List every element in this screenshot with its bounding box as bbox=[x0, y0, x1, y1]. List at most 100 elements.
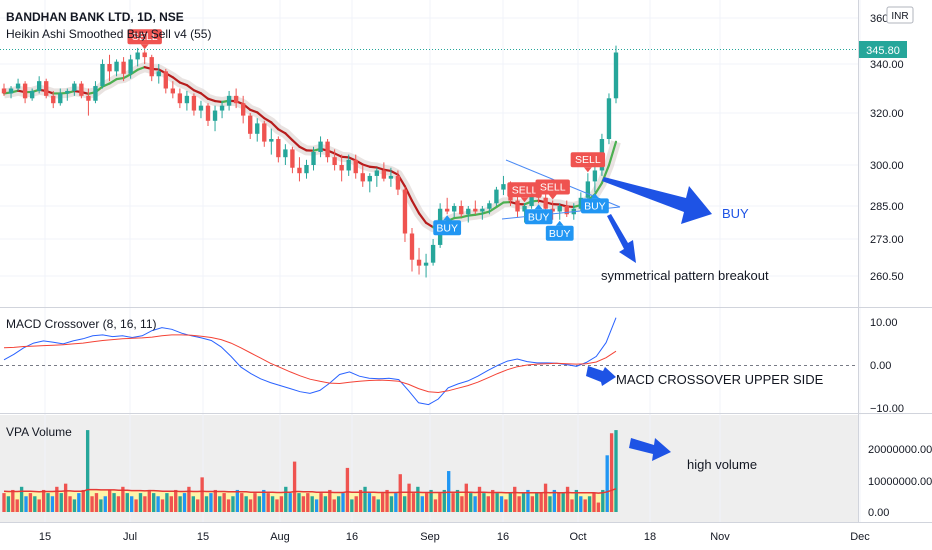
candles bbox=[1, 45, 619, 278]
ha-smooth-segment-36 bbox=[249, 108, 259, 114]
ha-smooth-segment-26 bbox=[178, 81, 188, 87]
volume-bar-44 bbox=[196, 499, 200, 512]
candle-body-69 bbox=[487, 203, 492, 209]
macd-series-signal bbox=[3, 334, 617, 394]
volume-bar-73 bbox=[323, 496, 328, 512]
volume-bar-133 bbox=[587, 496, 592, 512]
macd-title[interactable]: MACD Crossover (8, 16, 11) bbox=[6, 317, 157, 331]
volume-bar-46 bbox=[204, 496, 209, 512]
signal-label-pointer-2 bbox=[520, 197, 529, 203]
candle-body-60 bbox=[423, 262, 429, 266]
signal-label-box-7 bbox=[580, 198, 609, 214]
macd-tick-0: 10.00 bbox=[870, 317, 898, 329]
volume-bar-70 bbox=[310, 496, 314, 512]
ha-smooth-segment-18 bbox=[122, 73, 132, 80]
candle-body-86 bbox=[606, 98, 612, 139]
volume-bar-113 bbox=[499, 496, 504, 512]
signal-label-pointer-1 bbox=[443, 215, 452, 221]
candle-body-38 bbox=[269, 139, 274, 142]
price-tick-3: 300.00 bbox=[870, 160, 904, 172]
volume-bar-40 bbox=[178, 496, 182, 512]
last-price-tag-box bbox=[859, 41, 907, 58]
volume-bar-121 bbox=[535, 493, 539, 512]
volume-bar-23 bbox=[103, 496, 107, 512]
ha-smooth-segment-85 bbox=[593, 181, 604, 196]
volume-bar-54 bbox=[240, 493, 244, 512]
volume-bar-30 bbox=[134, 499, 138, 512]
signal-label-box-1 bbox=[433, 220, 462, 236]
candle-body-25 bbox=[177, 93, 183, 104]
volume-bar-92 bbox=[407, 483, 411, 512]
signal-label-box-0 bbox=[127, 29, 162, 45]
volume-bar-93 bbox=[411, 493, 416, 512]
volume-bar-65 bbox=[288, 493, 292, 512]
ha-smooth-segment-28 bbox=[192, 89, 203, 95]
signal-label-pointer-4 bbox=[583, 167, 592, 173]
ha-smooth-segment-29 bbox=[199, 92, 210, 100]
ha-smooth-segment-71 bbox=[495, 201, 505, 209]
volume-bar-76 bbox=[336, 496, 341, 512]
volume-bar-112 bbox=[495, 493, 499, 512]
macd-pane[interactable]: MACD CROSSOVER UPPER SIDE bbox=[0, 317, 858, 406]
candle-body-46 bbox=[325, 141, 330, 158]
currency-badge[interactable]: INR bbox=[886, 6, 914, 24]
volume-title[interactable]: VPA Volume bbox=[6, 425, 72, 439]
candle-body-24 bbox=[170, 88, 176, 94]
volume-bar-57 bbox=[253, 493, 257, 512]
price-tick-6: 260.50 bbox=[870, 271, 904, 283]
signal-label-pointer-6 bbox=[555, 220, 564, 226]
volume-bar-87 bbox=[385, 489, 389, 512]
candle-body-41 bbox=[290, 149, 295, 168]
volume-bar-82 bbox=[363, 486, 367, 512]
volume-bar-35 bbox=[156, 496, 160, 512]
volume-bar-1 bbox=[6, 496, 11, 512]
time-tick-4: 16 bbox=[346, 531, 358, 543]
volume-bar-124 bbox=[548, 496, 552, 512]
volume-bar-131 bbox=[579, 496, 583, 512]
volume-bar-18 bbox=[81, 489, 85, 512]
volume-bar-99 bbox=[438, 493, 442, 512]
candle-body-28 bbox=[198, 105, 204, 111]
symbol-title[interactable]: BANDHAN BANK LTD, 1D, NSE bbox=[6, 10, 184, 24]
candle-body-77 bbox=[543, 197, 548, 209]
volume-bar-132 bbox=[583, 499, 587, 512]
ha-smooth-segment-15 bbox=[101, 82, 111, 88]
volume-bar-58 bbox=[257, 496, 262, 512]
ha-smooth-segment-70 bbox=[488, 206, 498, 213]
volume-bar-41 bbox=[182, 493, 187, 512]
time-tick-1: Jul bbox=[123, 531, 137, 543]
ha-smooth-segment-60 bbox=[417, 212, 428, 224]
candle-body-44 bbox=[311, 152, 316, 165]
indicator-title[interactable]: Heikin Ashi Smoothed Buy Sell v4 (55) bbox=[6, 27, 211, 41]
volume-bar-71 bbox=[314, 499, 319, 512]
volume-bar-126 bbox=[557, 493, 561, 512]
candle-body-52 bbox=[367, 175, 372, 182]
currency-label: INR bbox=[891, 11, 908, 22]
volume-bar-4 bbox=[19, 486, 24, 512]
volume-bar-56 bbox=[248, 499, 253, 512]
volume-bar-59 bbox=[262, 489, 266, 512]
candle-body-70 bbox=[494, 189, 499, 204]
volume-bar-103 bbox=[455, 489, 460, 512]
volume-pane[interactable]: high volume bbox=[2, 430, 757, 512]
time-axis[interactable]: 15 Jul 15 Aug 16 Sep 16 Oct 18 Nov Dec bbox=[39, 531, 870, 543]
time-tick-0: 15 bbox=[39, 531, 51, 543]
signal-label-box-6 bbox=[545, 225, 574, 241]
volume-bar-81 bbox=[358, 489, 363, 512]
candle-body-37 bbox=[262, 123, 267, 142]
candle-body-39 bbox=[276, 139, 281, 158]
price-axis[interactable]: 360 340.00 320.00 300.00 285.00 273.00 260.50 1… bbox=[868, 13, 932, 519]
candle-body-31 bbox=[219, 105, 225, 111]
last-price-label: 345.80 bbox=[866, 45, 900, 57]
candle-body-12 bbox=[86, 95, 91, 101]
volume-bar-116 bbox=[513, 486, 517, 512]
volume-bar-39 bbox=[174, 489, 178, 512]
volume-bar-2 bbox=[11, 489, 15, 512]
ha-smooth-segment-38 bbox=[263, 117, 273, 124]
volume-bar-31 bbox=[138, 493, 143, 512]
candle-body-54 bbox=[381, 170, 387, 179]
candle-body-11 bbox=[79, 83, 84, 96]
candle-body-58 bbox=[409, 233, 415, 260]
